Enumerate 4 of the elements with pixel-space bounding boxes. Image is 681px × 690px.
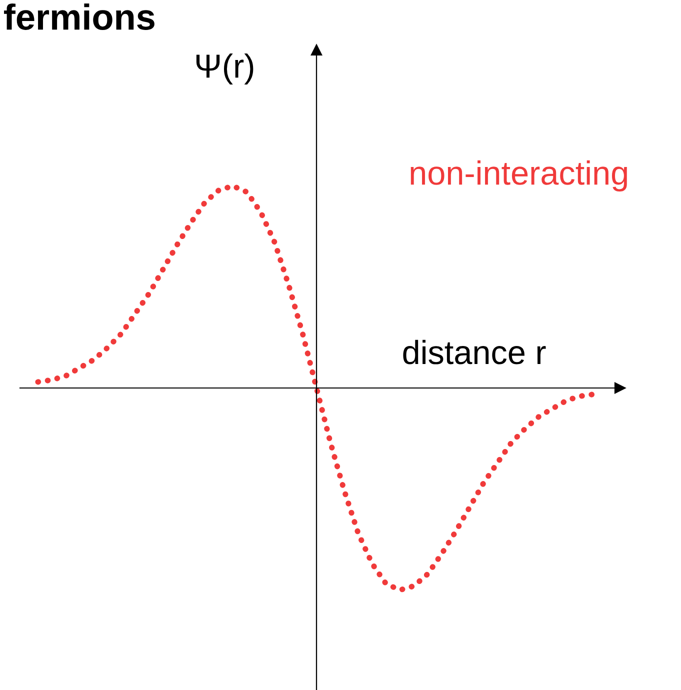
x-axis-title: distance r [403,340,546,364]
annotation: non-interacting [410,160,627,192]
y-axis-title: Ψ(r) [196,53,254,85]
chart-title: fermions [4,3,154,30]
